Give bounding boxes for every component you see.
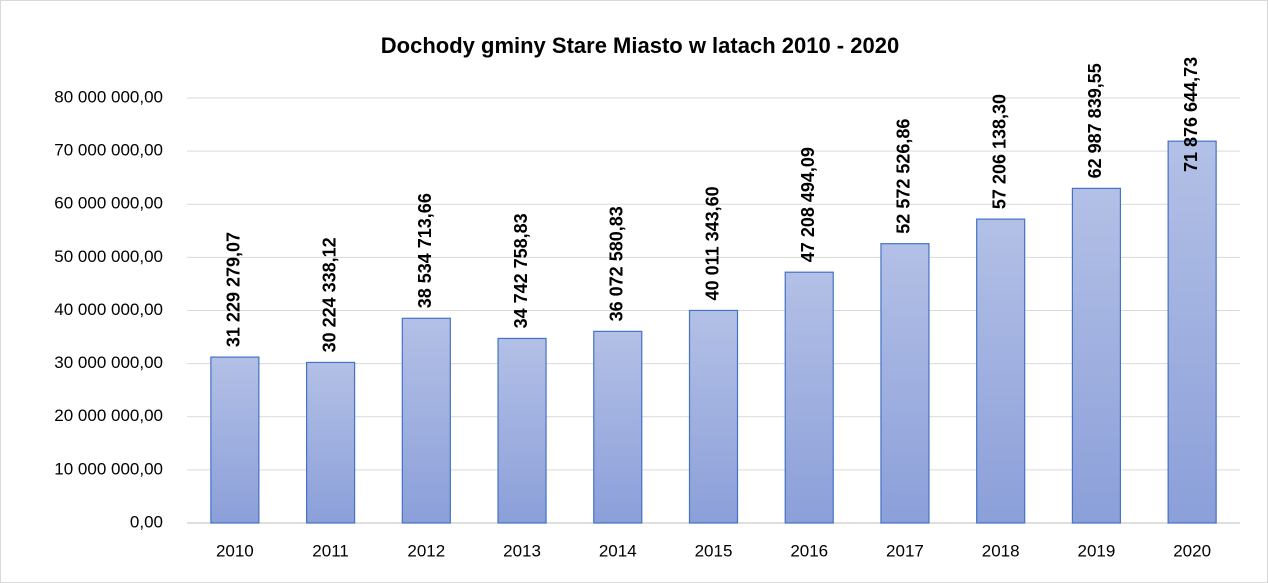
x-tick-label: 2015: [695, 541, 733, 560]
x-tick-label: 2010: [216, 541, 254, 560]
value-label: 30 224 338,12: [319, 237, 339, 352]
value-label: 47 208 494,09: [798, 147, 818, 262]
bar: [1071, 187, 1122, 524]
value-label: 31 229 279,07: [224, 232, 244, 347]
y-tick-label: 30 000 000,00: [54, 353, 163, 372]
y-tick-label: 20 000 000,00: [54, 406, 163, 425]
bar: [210, 356, 260, 524]
value-label: 40 011 343,60: [702, 186, 722, 300]
value-label: 52 572 526,86: [894, 119, 914, 234]
x-tick-label: 2019: [1077, 541, 1115, 560]
value-label: 71 876 644,73: [1181, 57, 1201, 172]
x-tick-label: 2018: [982, 541, 1020, 560]
y-tick-label: 40 000 000,00: [54, 300, 163, 319]
x-tick-label: 2013: [503, 541, 541, 560]
x-tick-label: 2012: [407, 541, 445, 560]
x-tick-label: 2020: [1173, 541, 1211, 560]
value-label: 38 534 713,66: [415, 193, 435, 308]
bar: [880, 243, 930, 524]
bar: [1167, 140, 1217, 524]
bar: [976, 218, 1026, 524]
value-label: 36 072 580,83: [607, 206, 627, 321]
x-tick-label: 2011: [312, 541, 349, 560]
value-label: 57 206 138,30: [989, 94, 1009, 209]
y-tick-label: 70 000 000,00: [54, 141, 163, 160]
value-label: 62 987 839,55: [1085, 63, 1105, 178]
bar: [784, 271, 834, 524]
y-tick-label: 50 000 000,00: [54, 247, 163, 266]
bar: [497, 337, 547, 524]
y-tick-label: 10 000 000,00: [54, 459, 163, 478]
y-tick-label: 0,00: [130, 512, 163, 531]
x-tick-label: 2014: [599, 541, 637, 560]
value-label: 34 742 758,83: [511, 213, 531, 328]
bar: [401, 317, 451, 524]
y-tick-label: 60 000 000,00: [54, 194, 163, 213]
x-tick-label: 2016: [790, 541, 828, 560]
bar: [593, 330, 643, 524]
y-tick-label: 80 000 000,00: [54, 87, 163, 106]
x-tick-label: 2017: [886, 541, 924, 560]
bar: [688, 309, 739, 524]
chart-title: Dochody gminy Stare Miasto w latach 2010…: [381, 33, 899, 58]
bar: [305, 361, 356, 524]
